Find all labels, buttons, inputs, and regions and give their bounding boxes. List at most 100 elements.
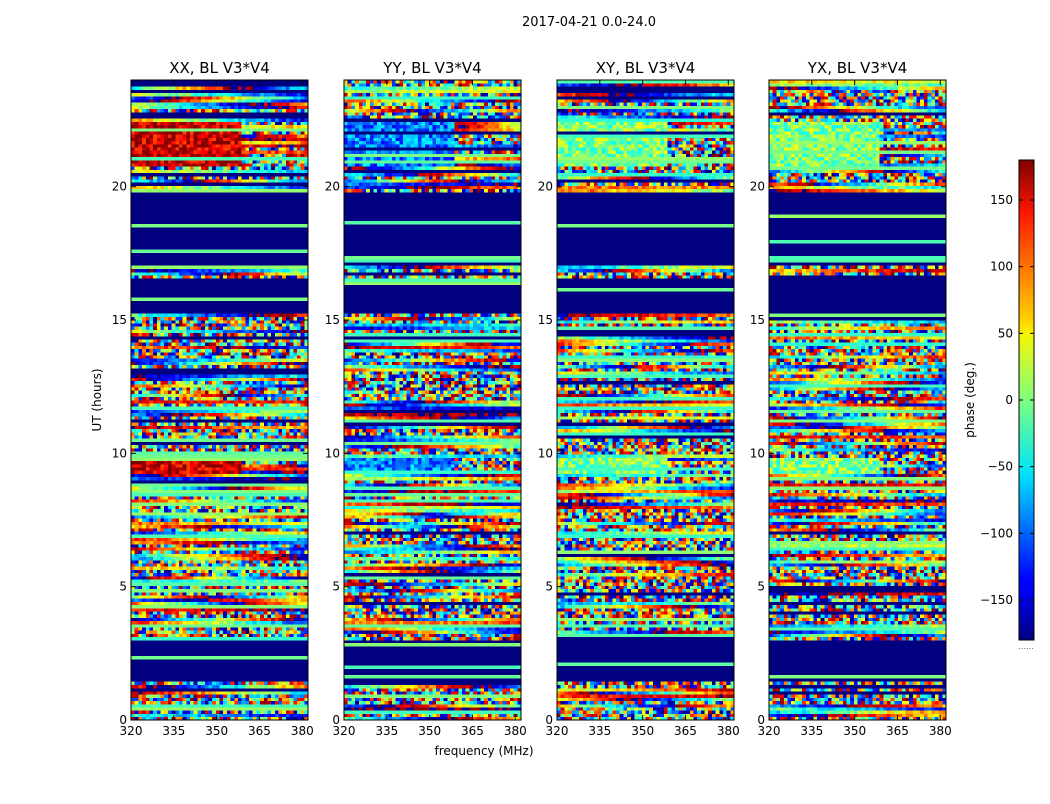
heatmap-cell <box>190 586 194 590</box>
heatmap-cell <box>194 611 198 615</box>
heatmap-cell <box>238 618 242 622</box>
heatmap-cell <box>264 579 268 583</box>
heatmap-cell <box>242 608 246 612</box>
heatmap-cell <box>271 694 275 698</box>
heatmap-cell <box>290 515 294 519</box>
heatmap-cell <box>164 563 168 567</box>
heatmap-cell <box>234 630 238 634</box>
heatmap-cell <box>175 682 179 686</box>
heatmap-cell <box>282 576 286 580</box>
heatmap-cell <box>164 608 168 612</box>
heatmap-cell <box>267 586 271 590</box>
heatmap-cell <box>253 611 257 615</box>
heatmap-cell <box>234 522 238 526</box>
heatmap-cell <box>146 560 150 564</box>
heatmap-cell <box>161 714 165 718</box>
heatmap-cell <box>293 518 297 522</box>
heatmap-cell <box>242 714 246 718</box>
heatmap-cell <box>197 531 201 535</box>
heatmap-cell <box>146 618 150 622</box>
heatmap-cell <box>242 685 246 689</box>
heatmap-cell <box>179 710 183 714</box>
heatmap-cell <box>175 701 179 705</box>
heatmap-cell <box>290 608 294 612</box>
heatmap-cell <box>175 550 179 554</box>
heatmap-cell <box>135 627 139 631</box>
heatmap-cell <box>146 522 150 526</box>
heatmap-cell <box>131 528 135 532</box>
heatmap-cell <box>157 525 161 529</box>
heatmap-cell <box>279 634 283 638</box>
heatmap-cell <box>293 682 297 686</box>
heatmap-cell <box>234 595 238 599</box>
heatmap-cell <box>249 598 253 602</box>
heatmap-cell <box>256 566 260 570</box>
heatmap-cell <box>301 573 305 577</box>
heatmap-cell <box>142 518 146 522</box>
heatmap-cell <box>275 602 279 606</box>
heatmap-cell <box>157 538 161 542</box>
heatmap-cell <box>138 630 142 634</box>
heatmap-cell <box>168 557 172 561</box>
heatmap-cell <box>142 714 146 718</box>
heatmap-cell <box>267 614 271 618</box>
heatmap-cell <box>186 547 190 551</box>
heatmap-cell <box>149 694 153 698</box>
heatmap-cell <box>286 541 290 545</box>
heatmap-cell <box>157 531 161 535</box>
heatmap-cell <box>205 566 209 570</box>
heatmap-cell <box>260 627 264 631</box>
heatmap-cell <box>249 531 253 535</box>
heatmap-cell <box>146 518 150 522</box>
heatmap-cell <box>208 627 212 631</box>
heatmap-cell <box>164 630 168 634</box>
heatmap-cell <box>293 710 297 714</box>
heatmap-cell <box>201 586 205 590</box>
heatmap-cell <box>197 566 201 570</box>
heatmap-cell <box>161 522 165 526</box>
heatmap-cell <box>153 611 157 615</box>
heatmap-cell <box>275 586 279 590</box>
heatmap-cell <box>286 563 290 567</box>
heatmap-cell <box>194 714 198 718</box>
heatmap-cell <box>260 560 264 564</box>
heatmap-cell <box>223 563 227 567</box>
heatmap-cell <box>279 685 283 689</box>
heatmap-cell <box>279 598 283 602</box>
heatmap-cell <box>238 634 242 638</box>
heatmap-cell <box>175 538 179 542</box>
heatmap-cell <box>238 570 242 574</box>
heatmap-cell <box>183 586 187 590</box>
heatmap-cell <box>190 579 194 583</box>
heatmap-cell <box>157 714 161 718</box>
heatmap-cell <box>227 621 231 625</box>
heatmap-cell <box>135 634 139 638</box>
heatmap-cell <box>157 614 161 618</box>
heatmap-cell <box>267 576 271 580</box>
heatmap-cell <box>208 595 212 599</box>
heatmap-cell <box>194 579 198 583</box>
heatmap-cell <box>194 694 198 698</box>
heatmap-cell <box>234 685 238 689</box>
heatmap-cell <box>201 544 205 548</box>
heatmap-cell <box>256 550 260 554</box>
heatmap-cell <box>231 554 235 558</box>
heatmap-cell <box>179 602 183 606</box>
heatmap-cell <box>138 518 142 522</box>
heatmap-cell <box>234 528 238 532</box>
heatmap-cell <box>256 691 260 695</box>
heatmap-cell <box>245 691 249 695</box>
heatmap-cell <box>249 576 253 580</box>
heatmap-cell <box>282 592 286 596</box>
heatmap-cell <box>168 698 172 702</box>
heatmap-cell <box>286 528 290 532</box>
heatmap-cell <box>186 525 190 529</box>
heatmap-cell <box>231 538 235 542</box>
heatmap-cell <box>260 518 264 522</box>
heatmap-cell <box>249 714 253 718</box>
heatmap-cell <box>220 570 224 574</box>
heatmap-cell <box>201 694 205 698</box>
heatmap-cell <box>186 630 190 634</box>
heatmap-cell <box>242 531 246 535</box>
heatmap-cell <box>190 573 194 577</box>
